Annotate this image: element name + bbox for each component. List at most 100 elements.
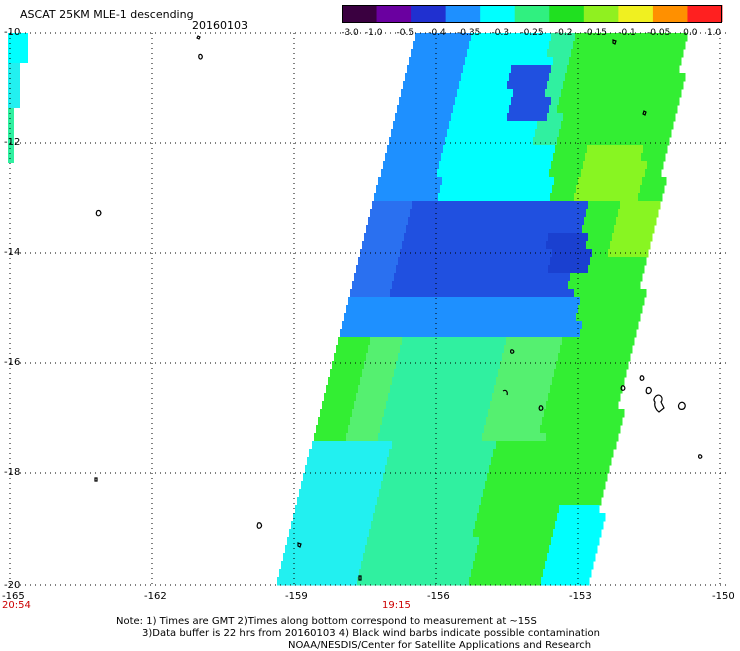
swath-cell [406,289,415,298]
swath-cell [501,137,510,146]
swath-cell [501,41,510,50]
swath-cell [644,201,653,210]
swath-cell [524,297,533,306]
swath-cell [625,57,634,66]
swath-cell [471,505,480,514]
swath-cell [635,49,644,58]
swath-cell [552,409,561,418]
swath-cell [459,145,468,154]
swath-cell [380,265,389,274]
swath-cell [528,185,537,194]
swath-cell [590,225,599,234]
swath-cell [643,81,652,90]
swath-cell [426,273,435,282]
swath-cell [410,273,419,282]
swath-cell [416,441,425,450]
swath-cell [542,289,551,298]
swath-cell [593,121,602,130]
swath-cell [638,225,647,234]
swath-cell [578,433,587,442]
swath-cell [505,153,514,162]
swath-cell [313,529,322,538]
swath-cell [362,241,371,250]
swath-cell [442,369,451,378]
swath-cell [520,249,529,258]
swath-cell [458,433,467,442]
swath-cell [574,321,583,330]
swath-cell [649,121,658,130]
swath-cell [349,481,358,490]
swath-cell [534,193,543,202]
swath-cell [518,193,527,202]
swath-cell [532,425,541,434]
swath-cell [561,121,570,130]
swath-cell [428,393,437,402]
swath-cell [643,49,652,58]
swath-cell [489,121,498,130]
swath-cell [473,89,482,98]
swath-cell [586,273,595,282]
swath-cell [437,73,446,82]
swath-cell [403,489,412,498]
swath-cell [584,313,593,322]
swath-cell [523,553,532,562]
swath-cell [551,33,560,42]
swath-cell [553,529,562,538]
swath-cell [570,305,579,314]
swath-cell [608,313,617,322]
swath-cell [528,313,537,322]
swath-cell [492,265,501,274]
swath-cell [445,481,454,490]
swath-cell [625,153,634,162]
swath-cell [370,337,379,346]
swath-cell [506,273,515,282]
swath-cell [653,169,662,178]
swath-cell [667,49,676,58]
swath-cell [599,129,608,138]
swath-cell [354,433,363,442]
swath-cell [491,113,500,122]
swath-cell [578,241,587,250]
swath-cell [400,441,409,450]
swath-cell [440,281,449,290]
swath-cell [579,457,588,466]
swath-cell [614,417,623,426]
swath-cell [562,401,571,410]
swath-cell [536,345,545,354]
swath-cell [593,89,602,98]
swath-cell [445,449,454,458]
swath-cell [525,73,534,82]
swath-cell [424,313,433,322]
swath-cell [616,409,625,418]
swath-cell [485,545,494,554]
swath-cell [389,481,398,490]
swath-cell [337,561,346,570]
swath-cell [439,161,448,170]
colorbar: -3.0 -1.0 -0.5 -0.4 -0.35 -0.3 -0.25 -0.2 -0.15-… [342,5,723,38]
swath-cell [569,89,578,98]
swath-cell [441,121,450,130]
swath-cell [615,129,624,138]
swath-cell [459,81,468,90]
swath-cell [364,425,373,434]
swath-cell [433,465,442,474]
swath-cell [510,321,519,330]
swath-cell [593,465,602,474]
swath-cell [369,561,378,570]
swath-cell [545,121,554,130]
swath-cell [575,505,584,514]
swath-cell [323,521,332,530]
swath-cell [534,321,543,330]
swath-cell [453,449,462,458]
swath-cell [559,473,568,482]
swath-cell [653,73,662,82]
swath-cell [382,353,391,362]
swath-cell [301,545,310,554]
swath-cell [407,129,416,138]
swath-cell [440,377,449,386]
swath-cell [387,457,396,466]
swath-cell [464,281,473,290]
swath-cell [584,185,593,194]
swath-cell [594,337,603,346]
swath-cell [337,465,346,474]
